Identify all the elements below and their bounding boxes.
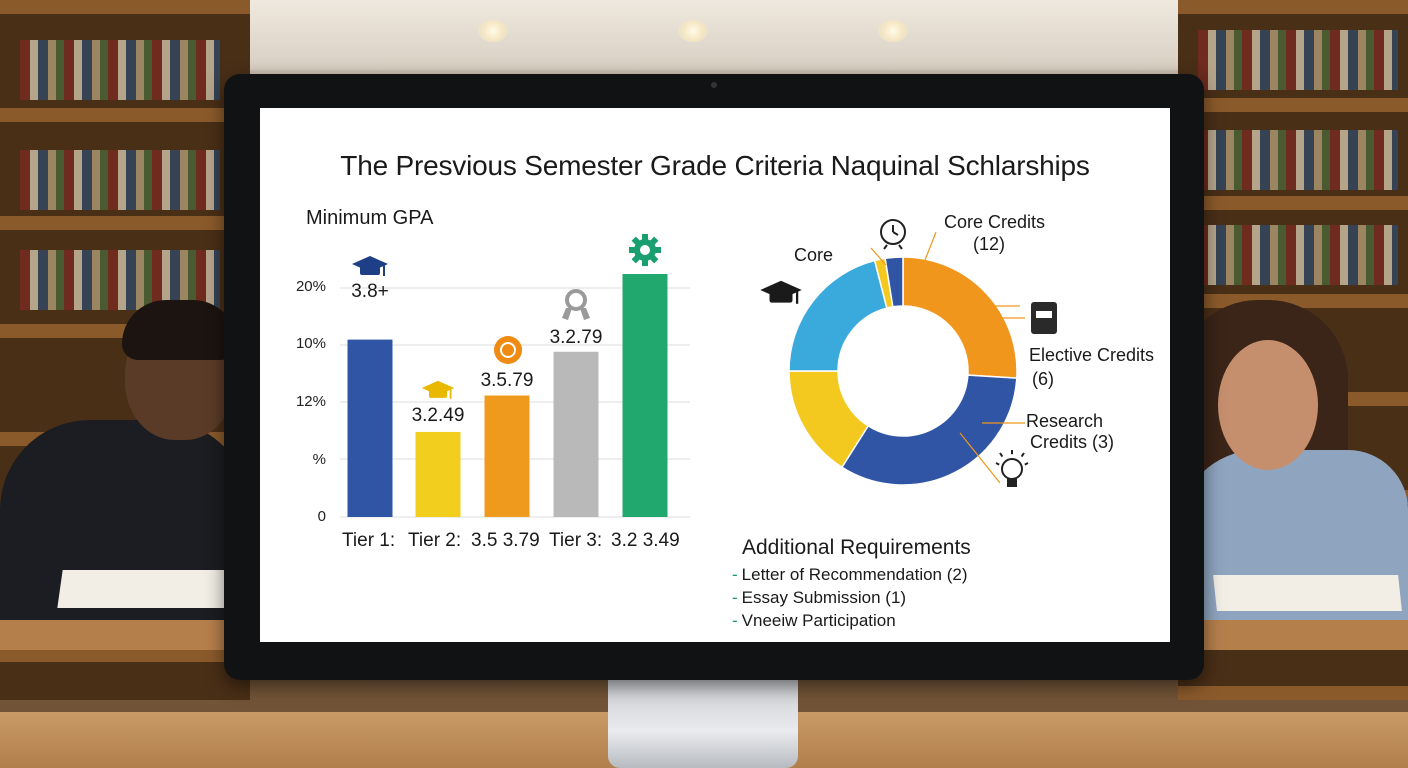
lightbulb-icon bbox=[995, 450, 1029, 487]
slice-label-core-credits: Core Credits bbox=[944, 212, 1046, 232]
y-tick: % bbox=[312, 451, 326, 468]
bar-value-label: 3.5.79 bbox=[480, 370, 534, 391]
monitor-screen: The Presvious Semester Grade Criteria Na… bbox=[260, 108, 1170, 642]
bar bbox=[484, 395, 530, 517]
slice-label-elective: Elective Credits bbox=[1029, 345, 1155, 365]
slice-label-elective-count: (6) bbox=[1032, 369, 1054, 389]
donut-slice bbox=[884, 256, 904, 308]
award-ribbon-icon bbox=[562, 289, 590, 320]
leader-line bbox=[959, 432, 1001, 484]
x-tick: 3.5 3.79 bbox=[471, 530, 540, 551]
book-icon bbox=[1031, 302, 1057, 334]
leader-line bbox=[917, 231, 937, 279]
x-tick: Tier 1: bbox=[342, 530, 396, 551]
chart-canvas bbox=[340, 219, 1057, 518]
gear-icon bbox=[629, 234, 661, 266]
bullet-dash: - bbox=[732, 588, 738, 607]
list-item: - Vneeiw Participation bbox=[732, 609, 968, 632]
webcam bbox=[711, 82, 717, 88]
slice-label-core: Core bbox=[794, 245, 834, 265]
monitor: The Presvious Semester Grade Criteria Na… bbox=[224, 74, 1204, 680]
leader-line bbox=[870, 247, 887, 266]
requirement-text: Vneeiw Participation bbox=[741, 611, 896, 630]
ceiling-light bbox=[878, 20, 908, 42]
requirement-text: Letter of Recommendation (2) bbox=[741, 565, 968, 584]
requirements-heading: Additional Requirements bbox=[742, 536, 971, 559]
y-tick: 0 bbox=[317, 508, 326, 525]
x-tick: Tier 3: bbox=[549, 530, 603, 551]
bar-chart-title: Minimum GPA bbox=[306, 207, 434, 229]
medal-icon bbox=[494, 336, 522, 364]
slice-label-research-count: Credits (3) bbox=[1030, 432, 1115, 452]
ceiling-light bbox=[678, 20, 708, 42]
bullet-dash: - bbox=[732, 565, 738, 584]
open-book bbox=[57, 570, 233, 608]
monitor-stand bbox=[608, 676, 798, 768]
requirements-list: - Letter of Recommendation (2) - Essay Sub… bbox=[732, 563, 968, 632]
graduation-cap-icon bbox=[352, 256, 388, 276]
donut-slice bbox=[840, 374, 1018, 486]
graduation-cap-icon bbox=[760, 280, 802, 304]
donut-slice bbox=[788, 259, 888, 372]
student-right bbox=[1178, 300, 1408, 620]
ceiling-light bbox=[478, 20, 508, 42]
bar-value-label: 3.8+ bbox=[351, 281, 389, 302]
bar bbox=[347, 339, 393, 517]
requirement-text: Essay Submission (1) bbox=[741, 588, 907, 607]
clock-icon bbox=[880, 219, 906, 250]
bar-value-label: 3.2.49 bbox=[411, 405, 465, 426]
x-tick: Tier 2: bbox=[408, 530, 462, 551]
bar bbox=[553, 351, 599, 517]
open-book bbox=[1213, 575, 1402, 611]
bar-value-label: 3.2.79 bbox=[549, 327, 603, 348]
list-item: - Essay Submission (1) bbox=[732, 586, 968, 609]
graduation-cap-icon bbox=[421, 380, 455, 399]
donut-slice bbox=[902, 256, 1018, 379]
y-tick: 10% bbox=[295, 335, 326, 352]
x-tick: 3.2 3.49 bbox=[611, 530, 680, 551]
bar bbox=[415, 431, 461, 517]
slice-label-research: Research bbox=[1026, 411, 1104, 431]
y-tick: 20% bbox=[295, 278, 326, 295]
page-title: The Presvious Semester Grade Criteria Na… bbox=[340, 150, 1090, 181]
list-item: - Letter of Recommendation (2) bbox=[732, 563, 968, 586]
bullet-dash: - bbox=[732, 611, 738, 630]
y-tick: 12% bbox=[295, 393, 326, 410]
bar bbox=[622, 274, 668, 517]
slice-label-core-credits-count: (12) bbox=[973, 234, 1006, 254]
